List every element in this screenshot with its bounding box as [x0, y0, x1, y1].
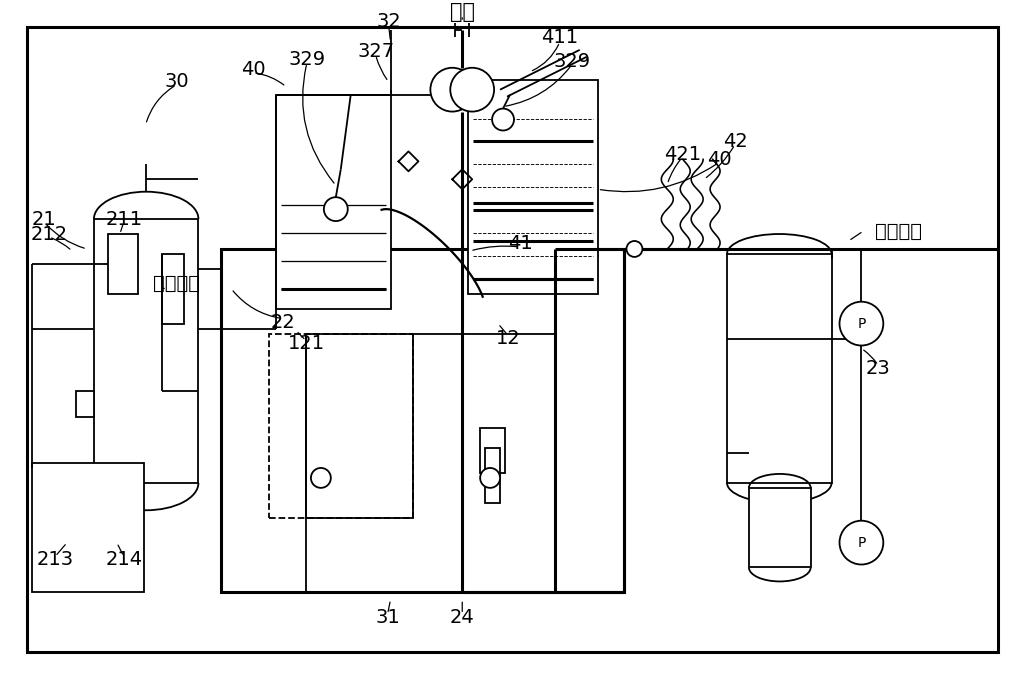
Text: 放空: 放空: [449, 2, 475, 22]
Text: 23: 23: [866, 359, 891, 378]
Text: 连减速带: 连减速带: [153, 274, 200, 293]
Bar: [480, 428, 505, 473]
Bar: [727, 254, 831, 483]
Bar: [468, 80, 597, 294]
Bar: [162, 254, 184, 324]
Text: P: P: [858, 317, 866, 330]
Bar: [76, 391, 94, 417]
Text: 24: 24: [449, 608, 475, 627]
Text: 121: 121: [287, 334, 324, 353]
Text: 40: 40: [707, 150, 732, 169]
Text: 327: 327: [357, 43, 394, 62]
Circle shape: [450, 68, 495, 112]
Text: 21: 21: [32, 210, 56, 229]
Text: P: P: [858, 536, 866, 550]
Text: 329: 329: [288, 50, 325, 69]
Text: 214: 214: [106, 550, 143, 569]
Circle shape: [311, 468, 330, 488]
Circle shape: [839, 521, 883, 565]
Text: 211: 211: [106, 210, 143, 229]
Text: 41: 41: [508, 234, 532, 253]
Circle shape: [839, 302, 883, 345]
Circle shape: [627, 241, 642, 257]
Bar: [108, 234, 137, 294]
Text: 212: 212: [31, 225, 68, 244]
Circle shape: [492, 108, 514, 131]
Text: 22: 22: [271, 313, 295, 332]
Circle shape: [480, 468, 500, 488]
Text: 12: 12: [496, 329, 520, 348]
Text: 32: 32: [377, 12, 401, 32]
Circle shape: [324, 197, 348, 221]
Text: 30: 30: [164, 72, 189, 91]
Bar: [32, 463, 144, 592]
Bar: [276, 95, 391, 309]
Text: 42: 42: [722, 132, 747, 151]
Text: 329: 329: [553, 52, 590, 71]
Text: 421: 421: [664, 145, 701, 164]
Circle shape: [430, 68, 474, 112]
Bar: [94, 219, 198, 483]
Bar: [269, 334, 413, 518]
Bar: [222, 249, 625, 592]
Bar: [485, 448, 500, 503]
Text: 411: 411: [542, 28, 579, 47]
Text: 213: 213: [37, 550, 74, 569]
Bar: [749, 488, 811, 567]
Text: 40: 40: [241, 60, 266, 79]
Text: 污水排出: 污水排出: [875, 221, 921, 240]
Text: 31: 31: [376, 608, 400, 627]
